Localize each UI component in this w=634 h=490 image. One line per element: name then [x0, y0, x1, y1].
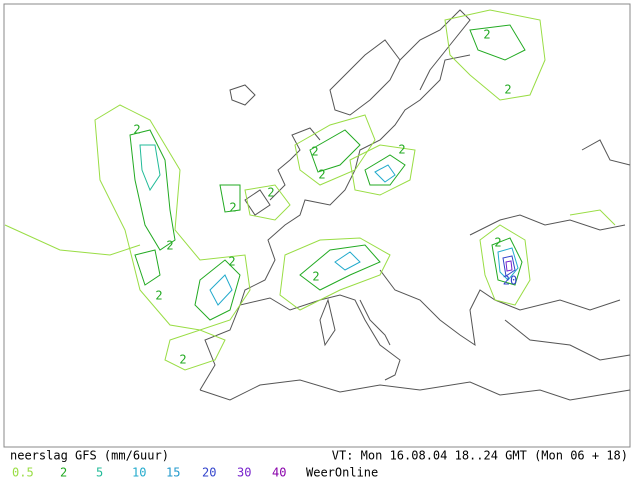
source-label: WeerOnline [306, 466, 378, 480]
contour-label: 2 [398, 143, 405, 157]
map-caption: neerslag GFS (mm/6uur) [10, 449, 169, 463]
contour-label: 2 [494, 236, 501, 250]
map-frame [3, 3, 631, 448]
contour-label: 2 [483, 28, 490, 42]
valid-time: VT: Mon 16.08.04 18..24 GMT (Mon 06 + 18… [332, 449, 628, 463]
legend-level: 10 [132, 466, 146, 480]
contour-label: 2 [229, 201, 236, 215]
legend-level: 0.5 [12, 466, 34, 480]
legend-level: 40 [272, 466, 286, 480]
coastlines [199, 9, 631, 401]
legend-level: 20 [202, 466, 216, 480]
contour-label: 2 [228, 255, 235, 269]
legend: 0.5 2 5 10 15 20 30 40 [12, 466, 286, 480]
contour-label: 2 [311, 145, 318, 159]
precipitation-contours [4, 9, 616, 371]
contour-label: 2 [133, 123, 140, 137]
legend-level: 15 [166, 466, 180, 480]
contour-label: 20 [503, 274, 517, 288]
contour-label: 2 [504, 83, 511, 97]
contour-label: 2 [312, 270, 319, 284]
contour-label: 2 [179, 353, 186, 367]
legend-level: 5 [96, 466, 103, 480]
contour-label: 2 [267, 186, 274, 200]
legend-level: 2 [60, 466, 67, 480]
contour-label: 2 [155, 289, 162, 303]
contour-label: 2 [318, 168, 325, 182]
contour-label: 2 [166, 239, 173, 253]
legend-level: 30 [237, 466, 251, 480]
